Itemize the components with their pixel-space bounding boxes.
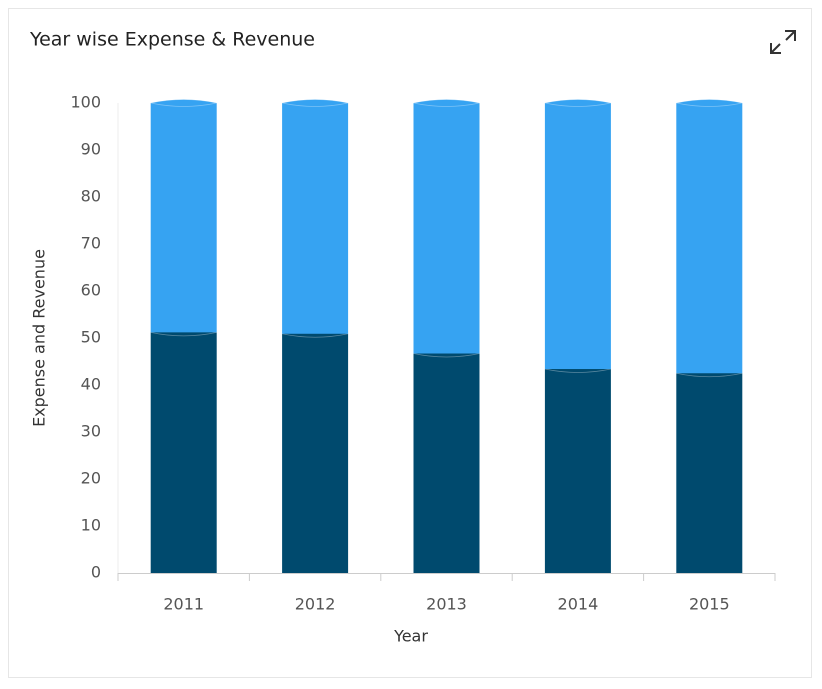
- bar-segment: [676, 103, 743, 374]
- y-axis-title: Expense and Revenue: [30, 249, 49, 427]
- y-tick-label: 90: [81, 140, 101, 159]
- y-tick-label: 30: [81, 422, 101, 441]
- y-tick-label: 100: [70, 93, 101, 112]
- bar-segment: [413, 103, 480, 354]
- y-tick-label: 60: [81, 281, 101, 300]
- bar-cap: [676, 99, 743, 107]
- bar-segment: [544, 369, 611, 573]
- bar-segment: [413, 353, 480, 573]
- y-tick-label: 40: [81, 375, 101, 394]
- y-tick-label: 20: [81, 469, 101, 488]
- x-tick-label: 2013: [426, 595, 467, 614]
- bar-segment: [282, 103, 349, 334]
- x-tick-label: 2011: [163, 595, 204, 614]
- y-tick-label: 10: [81, 516, 101, 535]
- bar-segment: [544, 103, 611, 370]
- bar-cap: [413, 99, 480, 107]
- x-tick-label: 2012: [295, 595, 336, 614]
- x-tick-label: 2015: [689, 595, 730, 614]
- x-tick-label: 2014: [558, 595, 599, 614]
- y-tick-label: 50: [81, 328, 101, 347]
- x-axis-title: Year: [393, 627, 428, 646]
- bar-cap: [150, 99, 217, 107]
- y-tick-label: 80: [81, 187, 101, 206]
- bar-segment: [676, 373, 743, 573]
- bar-cap: [544, 99, 611, 107]
- chart-title: Year wise Expense & Revenue: [29, 29, 315, 51]
- bar-segment: [150, 103, 217, 333]
- bar-cap: [282, 99, 349, 107]
- y-tick-label: 70: [81, 234, 101, 253]
- bar-segment: [150, 332, 217, 573]
- y-tick-label: 0: [91, 563, 101, 582]
- bar-segment: [282, 333, 349, 573]
- expand-icon[interactable]: [770, 30, 796, 54]
